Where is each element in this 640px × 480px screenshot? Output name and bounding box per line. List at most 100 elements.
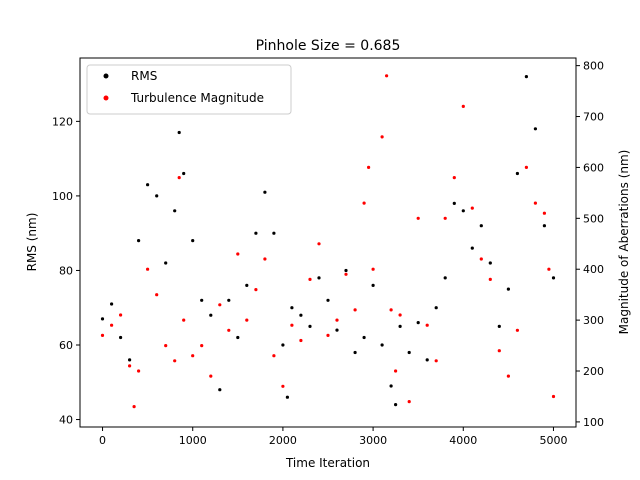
- y-tick-label: 100: [52, 190, 73, 203]
- turbulence-point: [542, 211, 547, 215]
- rms-point: [524, 75, 529, 79]
- turbulence-point: [200, 344, 204, 348]
- rms-point: [128, 358, 132, 362]
- turbulence-point: [209, 374, 213, 378]
- turbulence-point: [308, 277, 312, 281]
- rms-point: [177, 130, 181, 135]
- turbulence-point: [515, 328, 520, 332]
- rms-point: [394, 403, 398, 407]
- y-tick-label: 60: [59, 339, 73, 352]
- turbulence-point: [236, 252, 240, 256]
- legend: RMS Turbulence Magnitude: [86, 64, 292, 115]
- turbulence-point: [263, 257, 267, 261]
- y-tick-label: 40: [59, 414, 73, 427]
- rms-point: [470, 246, 474, 250]
- turbulence-point: [461, 104, 465, 108]
- rms-point: [371, 283, 375, 287]
- rms-point: [155, 194, 159, 198]
- rms-point: [110, 302, 114, 306]
- turbulence-point: [254, 288, 258, 292]
- turbulence-point: [416, 216, 420, 220]
- y2-tick-label: 400: [583, 263, 604, 276]
- turbulence-point: [335, 318, 339, 322]
- rms-point: [299, 313, 303, 317]
- rms-point: [353, 350, 357, 355]
- legend-marker-turbulence: [103, 95, 109, 101]
- turbulence-point: [146, 267, 150, 271]
- y2-tick-label: 200: [583, 365, 604, 378]
- rms-point: [236, 335, 240, 340]
- rms-point: [425, 358, 429, 362]
- x-tick-label: 0: [99, 434, 106, 447]
- rms-point: [407, 350, 411, 355]
- turbulence-point: [479, 257, 483, 261]
- turbulence-point: [425, 323, 429, 327]
- turbulence-point: [506, 374, 510, 378]
- y2-tick-label: 100: [583, 416, 604, 429]
- x-tick-label: 3000: [359, 434, 387, 447]
- turbulence-point: [272, 354, 276, 358]
- turbulence-point: [182, 318, 186, 322]
- y-axis-label: RMS (nm): [25, 213, 39, 272]
- rms-point: [389, 384, 393, 388]
- turbulence-point: [299, 338, 303, 343]
- turbulence-point: [326, 333, 330, 337]
- rms-point: [443, 276, 447, 280]
- plot-area: [80, 58, 576, 427]
- turbulence-point: [551, 394, 556, 399]
- turbulence-point: [389, 308, 393, 312]
- rms-point: [326, 298, 330, 302]
- rms-point: [209, 313, 213, 317]
- turbulence-point: [191, 354, 195, 358]
- rms-point: [263, 190, 267, 194]
- legend-box: [86, 64, 292, 115]
- x-axis: 0 1000 2000 3000 4000 5000: [99, 427, 567, 447]
- rms-point: [542, 224, 547, 228]
- rms-point: [416, 321, 420, 325]
- rms-point: [290, 306, 294, 310]
- turbulence-point: [497, 349, 501, 353]
- x-tick-label: 4000: [449, 434, 477, 447]
- turbulence-point: [245, 318, 249, 322]
- turbulence-point: [371, 267, 375, 271]
- turbulence-point: [407, 400, 411, 404]
- rms-point: [137, 239, 141, 243]
- turbulence-point: [367, 165, 371, 169]
- turbulence-point: [434, 359, 438, 363]
- rms-point: [461, 209, 465, 213]
- turbulence-point: [470, 206, 474, 210]
- rms-point: [434, 306, 438, 310]
- x-tick-label: 5000: [539, 434, 567, 447]
- turbulence-point: [100, 333, 105, 337]
- y2-tick-label: 300: [583, 314, 604, 327]
- rms-series: [100, 75, 556, 407]
- chart-title: Pinhole Size = 0.685: [256, 38, 401, 54]
- rms-point: [173, 209, 177, 213]
- rms-point: [488, 261, 492, 265]
- rms-point: [398, 324, 402, 328]
- turbulence-point: [317, 242, 321, 246]
- y2-tick-label: 500: [583, 212, 604, 225]
- turbulence-point: [385, 74, 389, 78]
- rms-point: [506, 287, 510, 291]
- y2-tick-label: 700: [583, 111, 604, 124]
- y-axis-left: 40 60 80 100 120: [52, 115, 80, 427]
- turbulence-point: [398, 313, 402, 317]
- rms-point: [146, 183, 150, 187]
- turbulence-point: [155, 293, 159, 297]
- turbulence-point: [177, 176, 181, 180]
- turbulence-point: [227, 328, 231, 332]
- rms-point: [191, 239, 195, 243]
- turbulence-point: [362, 201, 366, 205]
- x-tick-label: 1000: [179, 434, 207, 447]
- turbulence-point: [452, 176, 456, 180]
- rms-point: [362, 335, 366, 340]
- turbulence-point: [281, 384, 285, 388]
- rms-point: [100, 317, 105, 321]
- turbulence-point: [218, 303, 222, 307]
- rms-point: [281, 343, 285, 347]
- rms-point: [497, 324, 501, 328]
- rms-point: [515, 171, 520, 176]
- rms-point: [308, 324, 312, 328]
